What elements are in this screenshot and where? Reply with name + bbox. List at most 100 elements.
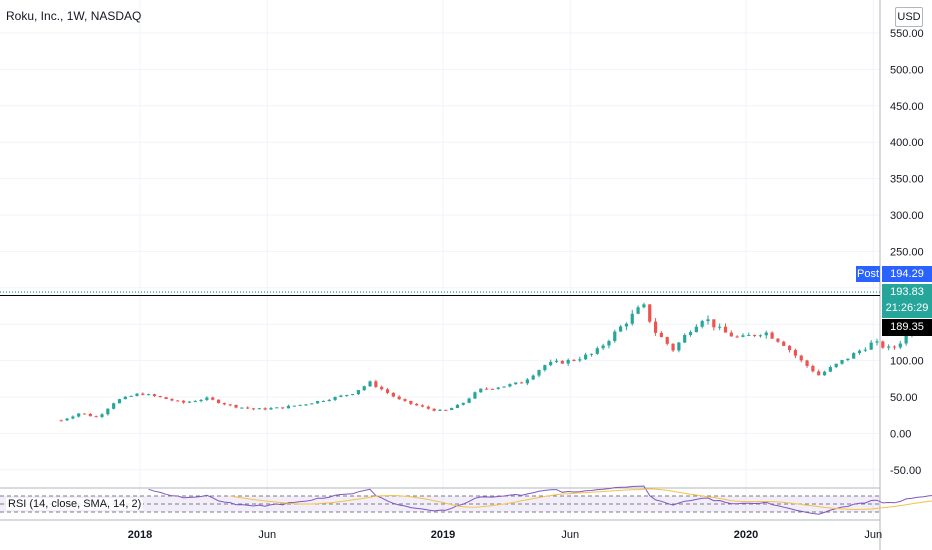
candles <box>59 302 932 422</box>
price-tick-label: 50.00 <box>890 392 918 404</box>
candle-up <box>537 370 541 376</box>
candle-up <box>613 331 617 341</box>
candle-down <box>793 350 798 356</box>
candle-down <box>94 416 98 418</box>
candle-up <box>642 304 646 308</box>
time-tick-label: Jun <box>258 529 276 541</box>
candle-up <box>840 360 844 364</box>
candle-up <box>112 403 116 409</box>
candle-up <box>718 326 722 328</box>
candle-up <box>758 335 763 337</box>
candle-up <box>694 326 698 333</box>
time-tick-label: 2020 <box>734 529 758 541</box>
candle-up <box>578 359 582 361</box>
candle-up <box>584 354 588 360</box>
candle-up <box>257 408 261 410</box>
candle-down <box>490 388 495 390</box>
candle-down <box>152 394 157 397</box>
candle-down <box>519 382 524 384</box>
rsi-indicator-label[interactable]: RSI (14, close, SMA, 14, 2) <box>6 498 144 510</box>
candle-up <box>269 408 273 410</box>
price-tick-label: 0.00 <box>890 428 911 440</box>
price-tick-label: 450.00 <box>890 101 924 113</box>
time-axis[interactable]: 2018Jun2019Jun2020Jun2021Jun2022Jun <box>128 529 932 541</box>
candle-up <box>106 408 110 415</box>
candle-down <box>712 319 716 328</box>
candle-up <box>455 404 460 409</box>
candle-down <box>181 400 186 403</box>
candle-up <box>461 402 465 405</box>
candle-up <box>747 335 751 337</box>
candle-up <box>467 398 471 403</box>
candle-up <box>316 401 320 404</box>
price-tick-label: 550.00 <box>890 28 924 40</box>
candle-up <box>863 349 867 351</box>
price-lines <box>0 291 880 297</box>
candle-down <box>811 365 815 372</box>
candle-up <box>566 359 570 364</box>
candle-down <box>432 408 436 411</box>
candle-up <box>514 382 518 385</box>
candle-down <box>799 355 803 361</box>
candle-up <box>904 335 908 344</box>
candle-down <box>817 371 821 376</box>
candle-up <box>869 342 873 350</box>
price-axis[interactable]: 550.00 500.00 450.00 400.00 350.00 300.00 250.… <box>890 28 924 477</box>
price-tick-label: 300.00 <box>890 210 924 222</box>
candle-up <box>71 416 75 419</box>
candle-up <box>362 386 366 391</box>
candle-up <box>187 401 192 403</box>
candle-down <box>170 399 174 401</box>
symbol-title[interactable]: Roku, Inc., 1W, NASDAQ <box>6 9 142 23</box>
candle-up <box>65 418 69 421</box>
candle-up <box>368 381 372 387</box>
price-tick-label: 250.00 <box>890 246 924 258</box>
candle-down <box>82 413 87 415</box>
candle-up <box>607 340 611 346</box>
previous-close-badge: 189.35 <box>882 319 932 336</box>
candle-up <box>852 353 856 359</box>
candle-down <box>659 332 663 338</box>
candle-down <box>735 336 739 338</box>
candle-up <box>350 394 355 396</box>
post-market-label: Post <box>856 266 880 282</box>
rsi-band-fill <box>0 496 880 512</box>
currency-button[interactable]: USD <box>895 7 923 27</box>
candle-up <box>356 390 360 395</box>
price-tick-label: -50.00 <box>890 465 921 477</box>
candle-up <box>846 358 850 361</box>
candle-down <box>391 392 395 397</box>
candle-down <box>805 360 809 366</box>
candle-up <box>706 319 710 322</box>
rsi-panel <box>0 485 932 515</box>
candle-up <box>450 408 454 411</box>
candle-down <box>158 396 162 398</box>
candle-up <box>834 363 838 368</box>
rsi-sma-line <box>230 488 932 511</box>
candle-down <box>385 389 390 393</box>
candle-down <box>648 304 652 322</box>
candle-down <box>653 321 658 333</box>
candle-up <box>321 400 326 402</box>
candle-up <box>601 345 605 349</box>
candle-down <box>881 341 885 348</box>
candle-up <box>205 397 209 400</box>
candle-down <box>560 360 564 364</box>
candle-down <box>753 335 757 337</box>
bar-countdown: 21:26:29 <box>885 302 929 314</box>
candle-up <box>345 394 349 396</box>
candle-down <box>211 397 215 400</box>
candle-down <box>723 326 728 333</box>
candle-up <box>828 367 832 372</box>
candle-down <box>671 343 675 351</box>
candle-down <box>444 409 448 411</box>
candle-up <box>683 335 687 343</box>
candle-up <box>525 379 529 384</box>
candle-up <box>688 332 693 336</box>
candle-up <box>129 395 133 397</box>
time-tick-label: Jun <box>561 529 579 541</box>
candle-up <box>502 386 506 388</box>
candle-up <box>479 388 483 393</box>
candle-up <box>292 405 296 407</box>
